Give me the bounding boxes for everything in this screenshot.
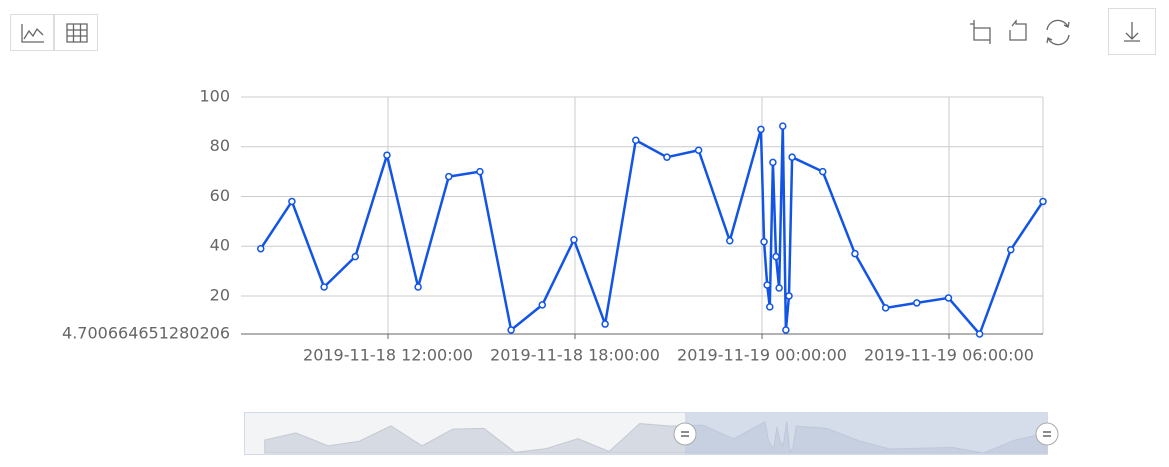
handle-grip xyxy=(1043,431,1051,437)
data-point xyxy=(913,299,921,307)
data-point xyxy=(445,172,453,181)
data-point xyxy=(507,326,515,334)
x-tick-label: 2019-11-18 18:00:00 xyxy=(490,346,660,365)
data-point xyxy=(601,320,609,328)
button-frame xyxy=(54,14,98,51)
data-point xyxy=(766,303,774,311)
data-point xyxy=(320,283,328,291)
table-view-button[interactable] xyxy=(54,14,98,51)
line-icon xyxy=(21,24,44,43)
data-point xyxy=(632,136,640,145)
data-line xyxy=(259,124,1045,336)
data-point xyxy=(769,158,777,167)
y-tick-label: 60 xyxy=(210,186,230,205)
data-point xyxy=(570,235,578,244)
data-point xyxy=(881,304,890,312)
data-point xyxy=(538,301,547,309)
data-point xyxy=(851,249,859,258)
data-point xyxy=(663,153,671,161)
data-point xyxy=(694,146,703,154)
download-icon xyxy=(1124,22,1140,42)
download-button[interactable] xyxy=(1108,8,1156,55)
data-point xyxy=(788,153,796,161)
slider-handle[interactable] xyxy=(1035,422,1059,446)
y-tick-label: 100 xyxy=(199,87,230,106)
data-point xyxy=(819,167,827,176)
button-frame xyxy=(10,14,54,51)
data-point xyxy=(975,330,984,338)
data-point xyxy=(772,252,780,261)
data-zoom-slider[interactable] xyxy=(244,412,1059,455)
data-point xyxy=(414,283,422,291)
data-point xyxy=(256,244,265,253)
x-tick-label: 2019-11-19 06:00:00 xyxy=(864,346,1034,365)
data-point xyxy=(779,122,787,130)
data-point xyxy=(383,151,391,159)
data-point xyxy=(757,125,765,134)
x-tick-label: 2019-11-18 12:00:00 xyxy=(303,346,473,365)
restore-icon[interactable] xyxy=(1046,19,1070,46)
zoom-icon[interactable] xyxy=(970,20,991,44)
data-point xyxy=(726,236,734,245)
data-point xyxy=(775,284,783,292)
y-tick-label: 40 xyxy=(210,236,230,255)
zoom-back-icon[interactable] xyxy=(1009,19,1027,41)
table-icon xyxy=(66,23,88,43)
data-point xyxy=(785,292,793,300)
data-point xyxy=(1007,245,1015,254)
y-tick-label: 20 xyxy=(210,285,230,304)
data-point xyxy=(782,326,790,334)
data-point xyxy=(763,281,771,289)
data-point xyxy=(351,252,360,261)
data-point xyxy=(1039,197,1047,206)
chart-view-button[interactable] xyxy=(10,14,54,51)
data-point xyxy=(288,197,296,206)
data-point xyxy=(476,167,484,176)
data-point xyxy=(944,294,953,302)
y-tick-label: 80 xyxy=(210,136,230,155)
handle-grip xyxy=(681,431,689,437)
plot: 4.700664651280206 20 40 60 80 100 2019-11-18 1… xyxy=(62,87,1047,365)
y-tick-label: 4.700664651280206 xyxy=(62,324,230,343)
slider-selection xyxy=(685,413,1047,454)
slider-handle[interactable] xyxy=(673,422,697,446)
x-tick-label: 2019-11-19 00:00:00 xyxy=(677,346,847,365)
data-point xyxy=(760,237,768,246)
